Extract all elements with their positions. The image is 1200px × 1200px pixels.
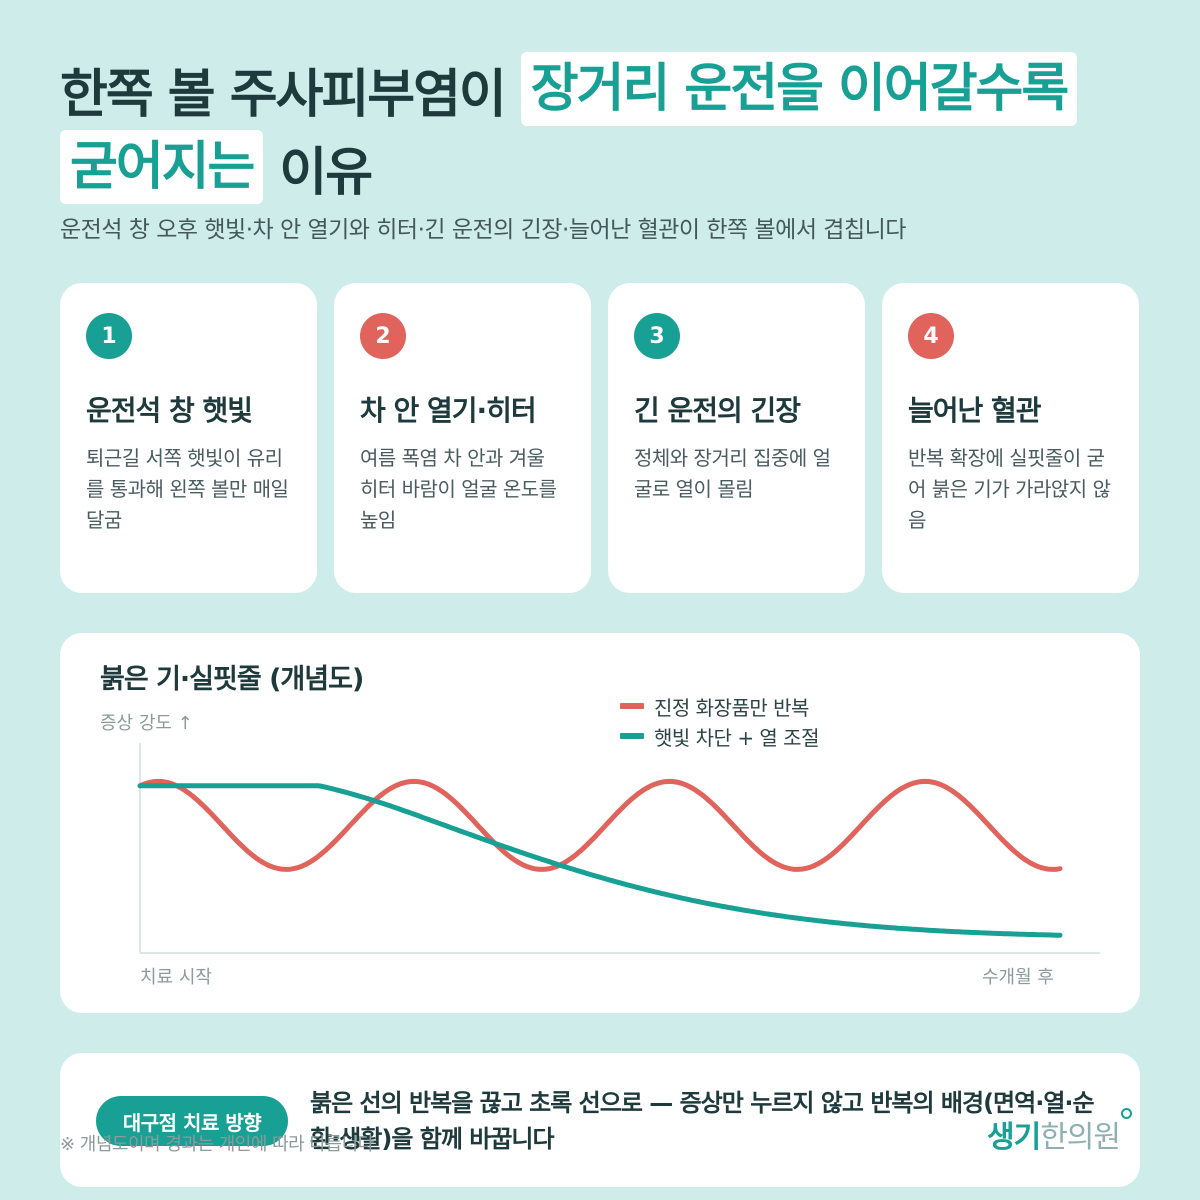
legend-swatch-red <box>620 703 644 709</box>
card-body: 여름 폭염 차 안과 겨울 히터 바람이 얼굴 온도를 높임 <box>360 446 557 532</box>
x-tick-end: 수개월 후 <box>982 967 1054 988</box>
series-line-sun-heat-control <box>137 783 1063 938</box>
series-line-cosmetics-only <box>137 778 1063 872</box>
card-number-badge: 1 <box>86 313 132 359</box>
card-vessels: 4 늘어난 혈관 반복 확장에 실핏줄이 굳어 붉은 기가 가라앉지 않음 <box>882 283 1139 593</box>
x-tick-start: 치료 시작 <box>140 967 212 988</box>
card-title: 운전석 창 햇빛 <box>86 394 253 427</box>
title-line1-dark: 한쪽 볼 주사피부염이 <box>60 64 507 125</box>
card-body: 퇴근길 서쪽 햇빛이 유리를 통과해 왼쪽 볼만 매일 달굼 <box>86 446 289 532</box>
clinic-logo: 생기한의원 <box>986 1112 1121 1156</box>
treatment-direction-card: 대구점 치료 방향 붉은 선의 반복을 끊고 초록 선으로 — 증상만 누르지 … <box>60 1053 1140 1187</box>
legend-item-red: 진정 화장품만 반복 <box>620 691 819 721</box>
logo-part2: 한의원 <box>1040 1120 1121 1155</box>
card-title: 긴 운전의 긴장 <box>634 394 801 427</box>
legend-swatch-teal <box>620 733 644 739</box>
treatment-badge: 대구점 치료 방향 <box>96 1096 288 1146</box>
card-tension: 3 긴 운전의 긴장 정체와 장거리 집중에 얼굴로 열이 몰림 <box>608 283 865 593</box>
card-heat: 2 차 안 열기·히터 여름 폭염 차 안과 겨울 히터 바람이 얼굴 온도를 … <box>334 283 591 593</box>
card-sunlight: 1 운전석 창 햇빛 퇴근길 서쪽 햇빛이 유리를 통과해 왼쪽 볼만 매일 달… <box>60 283 317 593</box>
footnote: ※ 개념도이며 경과는 개인에 따라 다릅니다 <box>60 1134 374 1155</box>
title-line1-highlight: 장거리 운전을 이어갈수록 <box>520 52 1078 126</box>
chart-card: 붉은 기·실핏줄 (개념도) 증상 강도 ↑ 진정 화장품만 반복 햇빛 차단 … <box>60 633 1140 1013</box>
logo-dot-icon <box>1121 1108 1132 1119</box>
chart-title: 붉은 기·실핏줄 (개념도) <box>100 664 364 695</box>
page-title: 한쪽 볼 주사피부염이 장거리 운전을 이어갈수록 굳어지는 이유 <box>60 52 1150 208</box>
card-number-badge: 2 <box>360 313 406 359</box>
cause-cards: 1 운전석 창 햇빛 퇴근길 서쪽 햇빛이 유리를 통과해 왼쪽 볼만 매일 달… <box>60 283 1140 593</box>
legend-label-red: 진정 화장품만 반복 <box>654 695 809 720</box>
legend-label-teal: 햇빛 차단 + 열 조절 <box>654 725 820 750</box>
treatment-text: 붉은 선의 반복을 끊고 초록 선으로 — 증상만 누르지 않고 반복의 배경(… <box>310 1089 1095 1153</box>
title-line2-highlight: 굳어지는 <box>60 130 264 204</box>
logo-part1: 생기 <box>986 1120 1041 1155</box>
card-number-badge: 4 <box>908 313 954 359</box>
card-number-badge: 3 <box>634 313 680 359</box>
subtitle: 운전석 창 오후 햇빛·차 안 열기와 히터·긴 운전의 긴장·늘어난 혈관이 … <box>60 217 906 243</box>
card-body: 정체와 장거리 집중에 얼굴로 열이 몰림 <box>634 446 831 501</box>
chart-legend: 진정 화장품만 반복 햇빛 차단 + 열 조절 <box>620 691 820 751</box>
card-title: 차 안 열기·히터 <box>360 394 537 427</box>
card-body: 반복 확장에 실핏줄이 굳어 붉은 기가 가라앉지 않음 <box>908 446 1111 532</box>
line-chart <box>137 743 1100 954</box>
legend-item-teal: 햇빛 차단 + 열 조절 <box>620 721 820 751</box>
y-axis-label: 증상 강도 ↑ <box>100 713 193 734</box>
title-line2-dark: 이유 <box>279 142 373 203</box>
card-title: 늘어난 혈관 <box>908 394 1042 427</box>
